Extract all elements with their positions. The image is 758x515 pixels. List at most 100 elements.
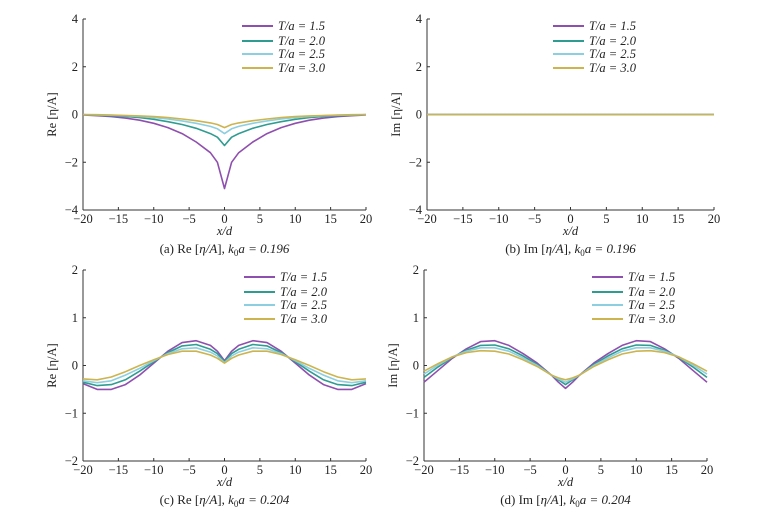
y-axis-label: Im [η/A] — [389, 92, 403, 136]
y-tick-label: 2 — [72, 60, 78, 74]
x-tick-label: −10 — [144, 463, 164, 477]
x-tick-label: −15 — [453, 212, 473, 226]
legend-label: T/a = 2.5 — [589, 47, 636, 61]
x-tick-label: 5 — [257, 212, 263, 226]
legend: T/a = 1.5T/a = 2.0T/a = 2.5T/a = 3.0 — [592, 270, 676, 326]
y-axis-label: Im [η/A] — [386, 343, 400, 387]
y-tick-label: 4 — [72, 12, 79, 26]
legend: T/a = 1.5T/a = 2.0T/a = 2.5T/a = 3.0 — [553, 19, 637, 75]
x-tick-label: −15 — [109, 212, 129, 226]
x-tick-label: −5 — [523, 463, 536, 477]
y-tick-label: −2 — [65, 454, 78, 468]
panel-caption: (d) Im [η/A], k0a = 0.204 — [500, 492, 631, 509]
x-tick-label: −15 — [109, 463, 129, 477]
y-tick-label: 2 — [72, 263, 78, 277]
series-line-1 — [423, 339, 708, 390]
caption-mid: ], — [564, 241, 575, 256]
y-tick-label: 0 — [72, 359, 78, 373]
legend-label: T/a = 1.5 — [278, 19, 325, 33]
panel-caption: (c) Re [η/A], k0a = 0.204 — [160, 492, 290, 509]
series-line-2 — [82, 113, 367, 147]
legend-label: T/a = 2.0 — [589, 34, 637, 48]
legend-label: T/a = 2.0 — [628, 285, 676, 299]
x-tick-label: 10 — [289, 463, 302, 477]
caption-k: k — [569, 492, 575, 507]
caption-k: k — [228, 241, 234, 256]
x-tick-label: 20 — [360, 463, 373, 477]
x-tick-label: 15 — [324, 463, 337, 477]
caption-post: a = 0.204 — [580, 492, 632, 507]
y-tick-label: 0 — [413, 359, 419, 373]
caption-mid: ], — [559, 492, 570, 507]
series-line-1 — [82, 339, 367, 391]
legend-label: T/a = 2.5 — [278, 47, 325, 61]
x-tick-label: 20 — [360, 212, 373, 226]
x-tick-label: −10 — [489, 212, 509, 226]
legend-label: T/a = 2.5 — [628, 298, 675, 312]
x-tick-label: 15 — [665, 463, 678, 477]
x-tick-label: −20 — [73, 212, 93, 226]
x-axis-label: x/d — [557, 475, 574, 489]
caption-k: k — [228, 492, 234, 507]
legend-label: T/a = 3.0 — [278, 61, 326, 75]
y-tick-label: −1 — [65, 406, 78, 420]
caption-prefix: (b) Im [ — [505, 241, 545, 256]
series-line-4 — [82, 350, 367, 381]
legend-label: T/a = 2.0 — [278, 34, 326, 48]
caption-mid: ], — [217, 492, 228, 507]
x-tick-label: −5 — [528, 212, 541, 226]
caption-var: η/A — [546, 241, 564, 256]
legend: T/a = 1.5T/a = 2.0T/a = 2.5T/a = 3.0 — [244, 270, 328, 326]
x-tick-label: −5 — [182, 463, 195, 477]
x-tick-label: 5 — [598, 463, 604, 477]
series-line-3 — [423, 346, 708, 384]
caption-k: k — [574, 241, 580, 256]
y-axis-label: Re [η/A] — [45, 343, 59, 387]
caption-prefix: (a) Re [ — [160, 241, 200, 256]
x-tick-label: −10 — [144, 212, 164, 226]
caption-post: a = 0.196 — [238, 241, 290, 256]
x-axis-label: x/d — [562, 224, 579, 238]
x-tick-label: 0 — [567, 212, 573, 226]
caption-prefix: (d) Im [ — [500, 492, 540, 507]
caption-post: a = 0.204 — [238, 492, 290, 507]
caption-var: η/A — [199, 241, 217, 256]
x-axis-label: x/d — [216, 224, 233, 238]
y-tick-label: −4 — [409, 203, 423, 217]
caption-post: a = 0.196 — [585, 241, 637, 256]
y-tick-label: −2 — [406, 454, 419, 468]
y-axis-label: Re [η/A] — [45, 92, 59, 136]
y-tick-label: 1 — [413, 311, 419, 325]
x-tick-label: −20 — [414, 463, 434, 477]
y-tick-label: −2 — [65, 155, 78, 169]
x-tick-label: 10 — [289, 212, 302, 226]
legend-label: T/a = 2.0 — [280, 285, 328, 299]
x-axis-label: x/d — [216, 475, 233, 489]
legend: T/a = 1.5T/a = 2.0T/a = 2.5T/a = 3.0 — [242, 19, 326, 75]
caption-sub: 0 — [575, 499, 580, 509]
caption-sub: 0 — [580, 248, 585, 258]
x-tick-label: −20 — [417, 212, 437, 226]
caption-var: η/A — [199, 492, 217, 507]
x-tick-label: −5 — [182, 212, 195, 226]
x-tick-label: 5 — [603, 212, 609, 226]
caption-sub: 0 — [234, 499, 239, 509]
y-tick-label: 1 — [72, 311, 78, 325]
legend-label: T/a = 2.5 — [280, 298, 327, 312]
y-tick-label: −4 — [65, 203, 79, 217]
y-tick-label: 0 — [72, 108, 78, 122]
series-line-4 — [423, 349, 708, 381]
y-tick-label: 2 — [416, 60, 422, 74]
series-line-2 — [82, 343, 367, 387]
y-tick-label: 2 — [413, 263, 419, 277]
panel-caption: (a) Re [η/A], k0a = 0.196 — [160, 241, 290, 258]
legend-label: T/a = 1.5 — [628, 270, 675, 284]
caption-mid: ], — [217, 241, 228, 256]
panel-caption: (b) Im [η/A], k0a = 0.196 — [505, 241, 636, 258]
caption-prefix: (c) Re [ — [160, 492, 200, 507]
x-tick-label: 10 — [636, 212, 649, 226]
x-tick-label: 15 — [672, 212, 685, 226]
